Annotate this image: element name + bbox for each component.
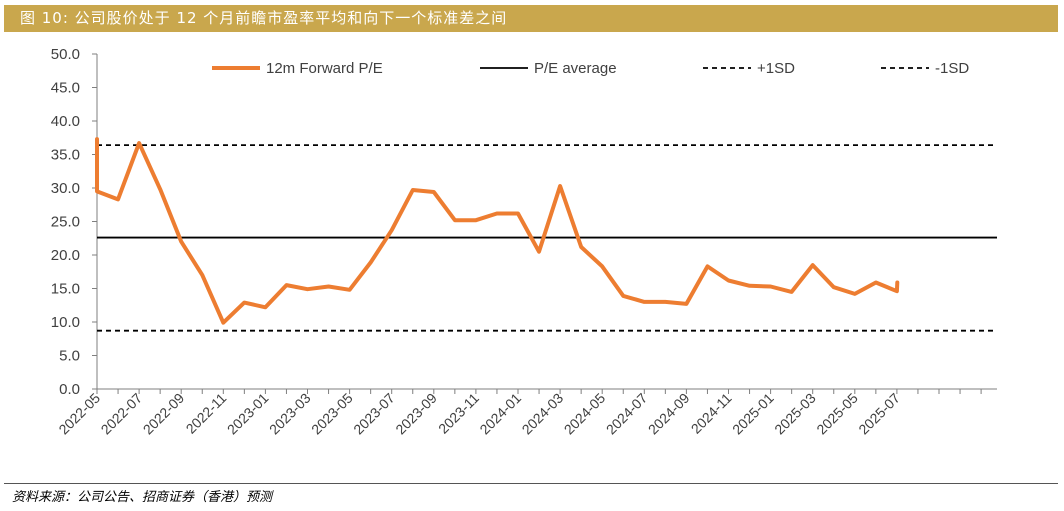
y-tick-label: 20.0 — [51, 247, 80, 264]
legend-label: P/E average — [534, 60, 617, 77]
y-tick-label: 40.0 — [51, 113, 80, 130]
x-tick-label: 2024-01 — [476, 390, 524, 438]
x-axis-tick-labels: 2022-052022-072022-092022-112023-012023-… — [55, 389, 982, 438]
pe-series — [95, 137, 900, 325]
x-tick-label: 2023-09 — [392, 390, 440, 438]
x-tick-label: 2023-01 — [224, 390, 272, 438]
legend-label: +1SD — [757, 60, 795, 77]
x-tick-label: 2023-03 — [266, 390, 314, 438]
legend: 12m Forward P/E P/E average +1SD -1SD — [212, 60, 969, 77]
y-tick-label: 30.0 — [51, 180, 80, 197]
y-tick-label: 15.0 — [51, 281, 80, 298]
x-tick-label: 2024-03 — [519, 390, 567, 438]
figure-title: 图 10: 公司股价处于 12 个月前瞻市盈率平均和向下一个标准差之间 — [20, 9, 508, 27]
x-tick-label: 2024-09 — [645, 390, 693, 438]
x-tick-label: 2024-11 — [688, 390, 735, 437]
y-tick-label: 35.0 — [51, 147, 80, 164]
y-tick-label: 50.0 — [51, 46, 80, 63]
footer-divider — [4, 483, 1058, 484]
reference-lines — [97, 144, 997, 332]
y-tick-label: 45.0 — [51, 80, 80, 97]
x-tick-label: 2025-01 — [729, 390, 777, 438]
y-tick-label: 0.0 — [59, 381, 80, 398]
x-tick-label: 2023-07 — [350, 390, 398, 438]
pe-band-chart: 0.0 5.0 10.0 15.0 20.0 25.0 30.0 35.0 40.0 45.0 50… — [51, 46, 997, 438]
source-note: 资料来源：公司公告、招商证券（香港）预测 — [12, 490, 273, 505]
x-tick-label: 2023-11 — [435, 390, 482, 437]
x-tick-label: 2025-07 — [855, 390, 903, 438]
x-tick-label: 2022-07 — [98, 390, 146, 438]
pe-series-line — [95, 137, 900, 325]
x-tick-label: 2025-03 — [771, 390, 819, 438]
x-tick-label: 2022-11 — [183, 390, 230, 437]
y-axis-tick-labels: 0.0 5.0 10.0 15.0 20.0 25.0 30.0 35.0 40.0 45.0 50… — [51, 46, 97, 398]
x-tick-label: 2025-05 — [813, 390, 861, 438]
x-tick-label: 2024-05 — [561, 390, 609, 438]
legend-label: 12m Forward P/E — [266, 60, 383, 77]
y-tick-label: 10.0 — [51, 314, 80, 331]
x-tick-label: 2023-05 — [308, 390, 356, 438]
axes — [96, 54, 997, 390]
figure-title-bar: 图 10: 公司股价处于 12 个月前瞻市盈率平均和向下一个标准差之间 — [4, 5, 1058, 32]
x-tick-label: 2022-09 — [140, 390, 188, 438]
x-tick-label: 2024-07 — [603, 390, 651, 438]
y-tick-label: 25.0 — [51, 214, 80, 231]
y-tick-label: 5.0 — [59, 348, 80, 365]
legend-label: -1SD — [935, 60, 969, 77]
